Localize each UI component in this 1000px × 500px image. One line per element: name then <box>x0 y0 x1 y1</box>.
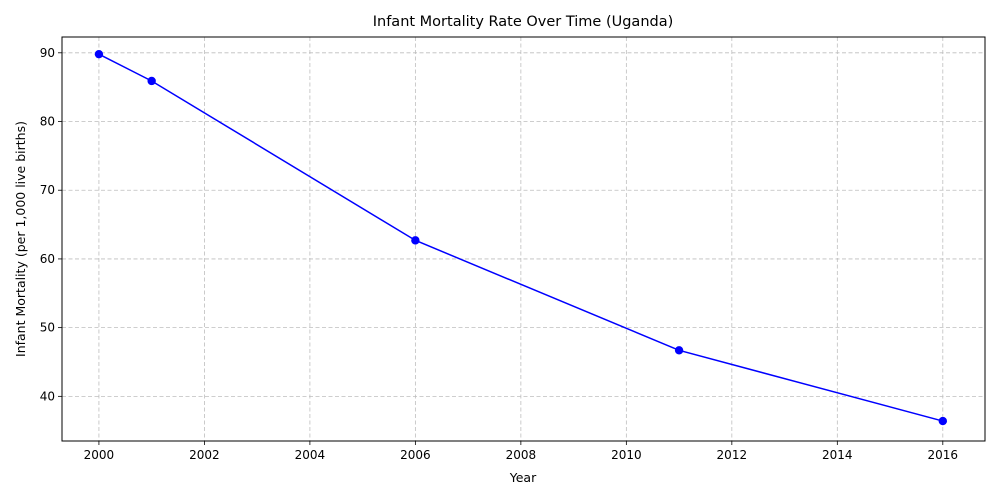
x-tick-label: 2014 <box>822 448 853 462</box>
plot-frame <box>61 36 986 442</box>
gridlines <box>62 37 985 441</box>
tick-labels: 2000 2002 2004 2006 2008 2010 2012 2014 2016 40 50… <box>40 46 958 462</box>
y-tick-label: 50 <box>40 321 55 335</box>
data-point-marker <box>94 49 104 59</box>
x-tick-label: 2006 <box>400 448 431 462</box>
x-tick-label: 2002 <box>189 448 220 462</box>
data-point-marker <box>674 346 684 355</box>
x-tick-label: 2000 <box>84 448 115 462</box>
y-tick-label: 40 <box>40 389 55 403</box>
data-point-marker <box>411 236 420 245</box>
y-tick-label: 90 <box>40 46 55 60</box>
x-tick-label: 2016 <box>928 448 959 462</box>
data-point-marker <box>147 76 156 86</box>
y-tick-label: 60 <box>40 252 55 266</box>
x-tick-label: 2012 <box>717 448 748 462</box>
axis-ticks <box>58 52 944 445</box>
x-axis-label: Year <box>509 470 537 485</box>
y-tick-label: 80 <box>40 115 55 129</box>
data-point-marker <box>938 416 948 426</box>
chart-title: Infant Mortality Rate Over Time (Uganda) <box>373 14 674 30</box>
y-tick-label: 70 <box>40 183 55 197</box>
x-tick-label: 2004 <box>295 448 326 462</box>
x-tick-label: 2010 <box>611 448 642 462</box>
series-layer <box>94 49 948 426</box>
x-tick-label: 2008 <box>506 448 537 462</box>
y-axis-label: Infant Mortality (per 1,000 live births) <box>13 121 28 357</box>
